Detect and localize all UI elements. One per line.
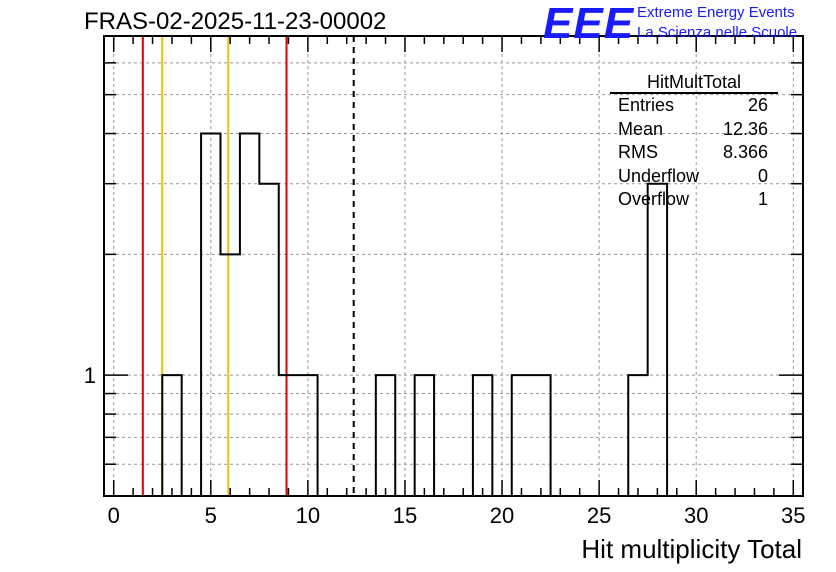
x-tick-label: 25: [587, 503, 611, 528]
histogram-bin: [648, 184, 667, 496]
logo-text-line1: Extreme Energy Events: [637, 4, 795, 21]
histogram-bin: [240, 134, 259, 496]
histogram-bin: [162, 375, 181, 496]
x-axis-label: Hit multiplicity Total: [581, 534, 802, 564]
histogram-bin: [531, 375, 550, 496]
stats-value: 1: [757, 189, 768, 209]
x-tick-label: 15: [393, 503, 417, 528]
histogram-bin: [201, 134, 220, 496]
histogram-bin: [221, 254, 240, 496]
stats-row-underflow: Underflow 0: [610, 165, 778, 189]
histogram-bin: [512, 375, 531, 496]
y-tick-label: 1: [84, 363, 96, 388]
x-axis-ticks: 0 5 10 15 20 25 30 35: [108, 36, 806, 528]
histogram-bin: [473, 375, 492, 496]
grid-lines: [104, 36, 803, 496]
stats-row-overflow: Overflow 1: [610, 188, 778, 212]
histogram-outline: [161, 132, 669, 497]
plot-frame: [103, 35, 804, 497]
stats-row-mean: Mean 12.36: [610, 118, 778, 142]
histogram-bin: [279, 375, 298, 496]
stats-label: Overflow: [618, 189, 690, 209]
histogram-bin: [259, 184, 278, 496]
x-tick-label: 35: [781, 503, 805, 528]
histogram-bin: [376, 375, 395, 496]
y-axis-ticks: 1: [84, 62, 803, 465]
stats-row-rms: RMS 8.366: [610, 141, 778, 165]
stats-box: HitMultTotal Entries 26 Mean 12.36 RMS 8…: [610, 72, 778, 212]
x-tick-label: 20: [490, 503, 514, 528]
logo-text-line2: La Scienza nelle Scuole: [637, 24, 798, 41]
chart-title: FRAS-02-2025-11-23-00002: [84, 8, 387, 35]
histogram-bin: [628, 375, 647, 496]
stats-row-entries: Entries 26: [610, 94, 778, 118]
stats-label: Mean: [618, 118, 664, 139]
stats-label: RMS: [618, 142, 658, 162]
stats-value: 0: [757, 165, 768, 186]
eee-logo-mark: EEE: [543, 0, 635, 48]
plot-border: [103, 35, 804, 497]
stats-box-title: HitMultTotal: [610, 72, 778, 94]
x-tick-label: 10: [296, 503, 320, 528]
x-tick-label: 30: [684, 503, 708, 528]
stats-label: Entries: [618, 95, 675, 115]
stats-value: 12.36: [722, 118, 768, 139]
histogram-bin: [415, 375, 434, 496]
stats-value: 8.366: [722, 142, 768, 162]
x-tick-label: 5: [205, 503, 217, 528]
stats-value: 26: [747, 95, 768, 115]
stats-label: Underflow: [618, 165, 700, 186]
histogram-bin: [298, 375, 317, 496]
x-tick-label: 0: [108, 503, 120, 528]
